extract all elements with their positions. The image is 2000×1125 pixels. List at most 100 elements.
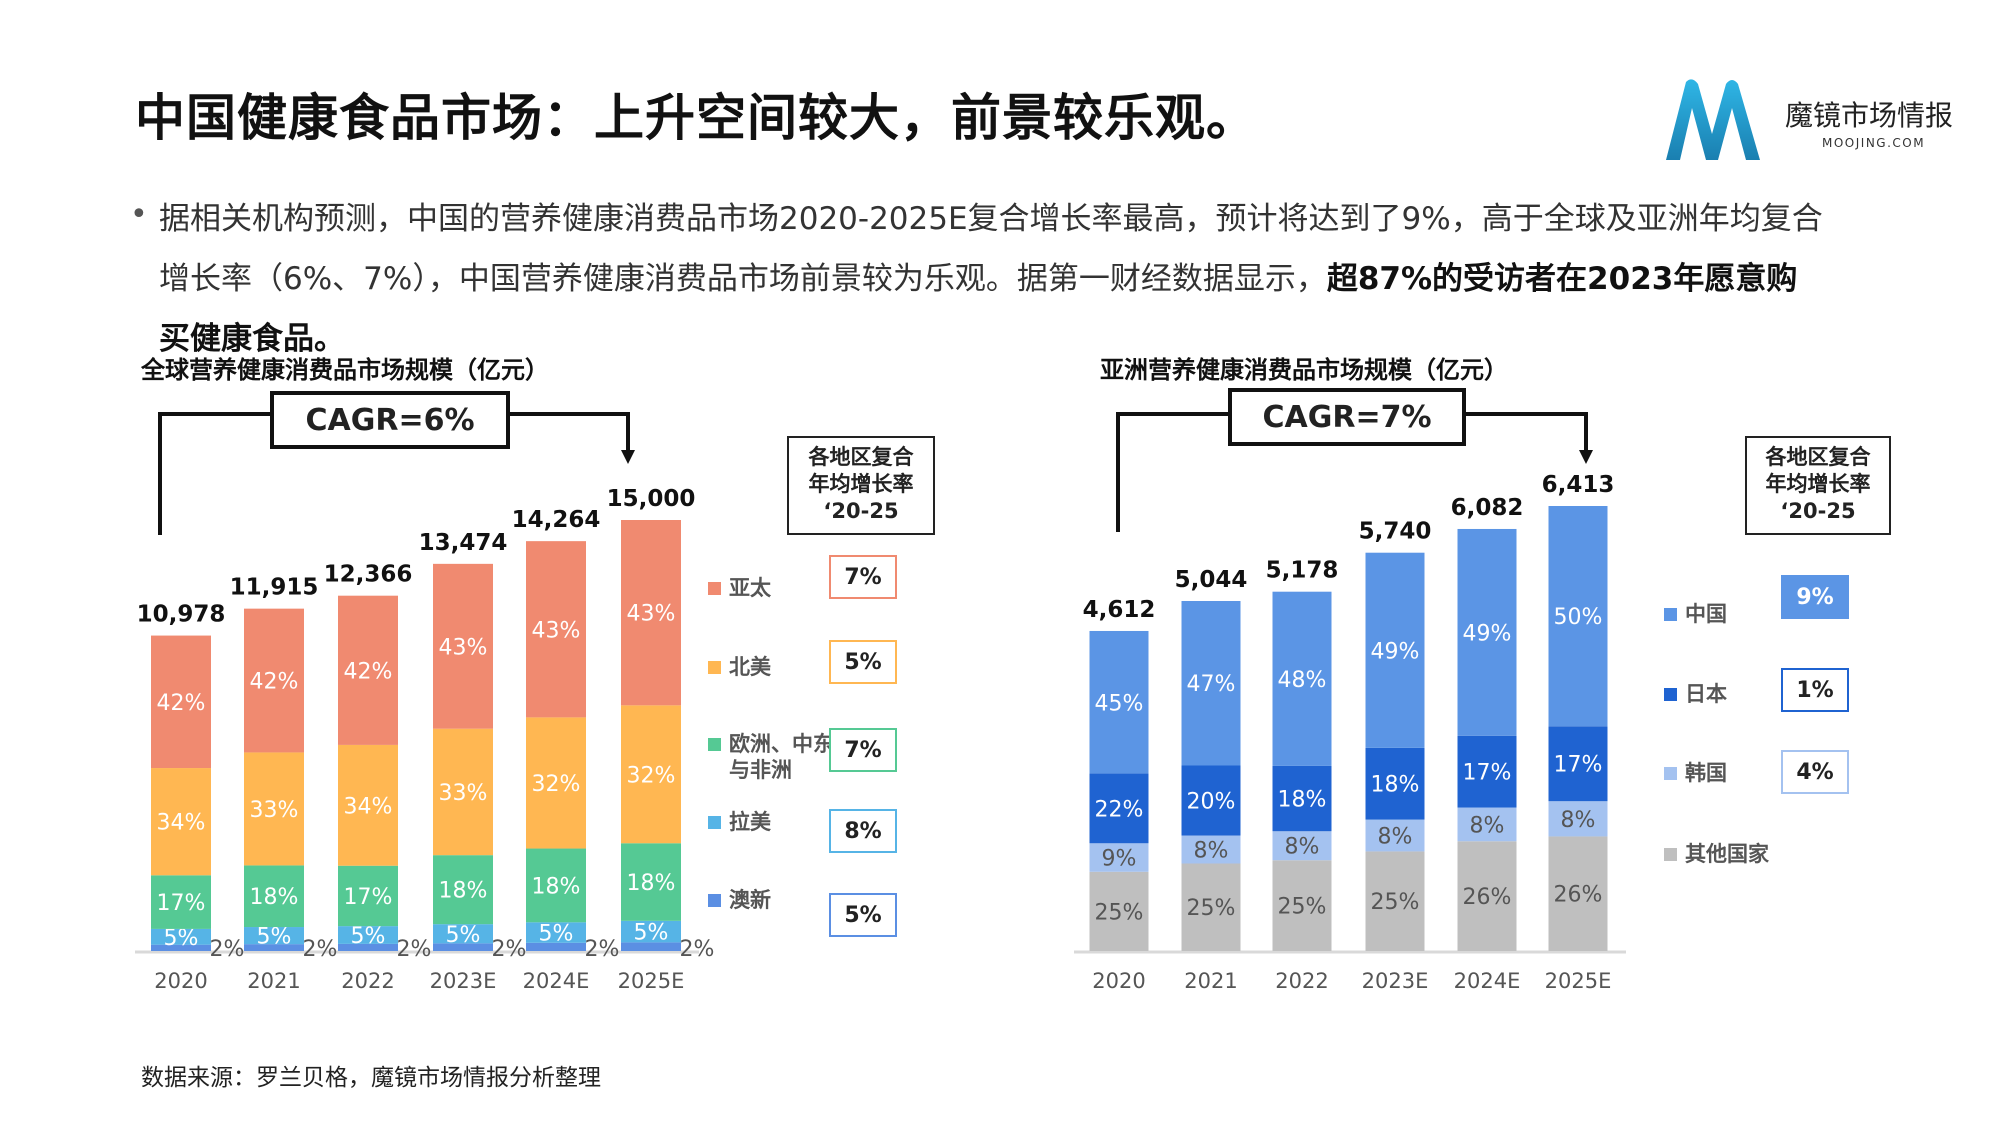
asia-bar-segment (1365, 851, 1425, 951)
global-total-label: 13,474 (419, 530, 508, 556)
global-bar-segment (621, 920, 681, 943)
asia-data-label: 48% (1278, 668, 1327, 693)
asia-bar-segment (1365, 747, 1425, 820)
global-cagr-rate-box: 5% (829, 640, 897, 684)
asia-chart-title: 亚洲营养健康消费品市场规模（亿元） (1100, 356, 1508, 384)
global-x-tick-label: 2025E (618, 969, 685, 993)
global-data-label: 42% (250, 670, 299, 695)
asia-data-label: 26% (1554, 883, 1603, 908)
legend-label: 日本 (1685, 682, 1727, 706)
asia-cagr-arrow-icon (1579, 450, 1593, 464)
global-bar-segment (244, 865, 304, 928)
global-legend-title: 各地区复合 年均增长率 ‘20-25 (787, 436, 935, 535)
asia-bar-segment (1089, 630, 1149, 774)
legend-swatch-icon (1664, 608, 1677, 621)
global-bar-segment (621, 942, 681, 951)
global-bar-segment (151, 928, 211, 945)
global-data-label: 2% (397, 937, 432, 962)
legend-swatch-icon (708, 661, 721, 674)
global-cagr-bracket-right (510, 412, 630, 452)
asia-cagr-rate-box: 1% (1781, 668, 1849, 712)
asia-bar-segment (1272, 860, 1332, 951)
global-cagr-rate-box: 5% (829, 893, 897, 937)
asia-legend-item: 其他国家 (1664, 841, 1769, 867)
global-bar-segment (621, 843, 681, 921)
bullet-line-2-bold: 超87%的受访者在2023年愿意购 (1326, 261, 1798, 297)
moojing-logo-icon (1666, 79, 1760, 160)
asia-x-tick-label: 2021 (1184, 969, 1237, 993)
global-data-label: 18% (439, 879, 488, 904)
global-data-label: 43% (439, 635, 488, 660)
global-data-label: 5% (446, 923, 481, 948)
global-cagr-bracket-left (158, 412, 270, 535)
asia-bar-segment (1365, 819, 1425, 852)
asia-cagr-rate-box: 9% (1781, 575, 1849, 619)
global-bar-segment (526, 717, 586, 849)
global-data-label: 42% (157, 691, 206, 716)
global-data-label: 42% (344, 659, 393, 684)
global-bar-segment (433, 855, 493, 925)
global-bar-segment (526, 541, 586, 718)
global-legend-item: 欧洲、中东与非洲 (708, 731, 839, 783)
global-cagr-rate-box: 8% (829, 809, 897, 853)
asia-data-label: 25% (1187, 896, 1236, 921)
global-bar-segment (151, 875, 211, 929)
legend-label: 其他国家 (1685, 842, 1769, 866)
asia-bar-segment (1457, 528, 1517, 736)
global-bar-segment (244, 927, 304, 945)
asia-total-label: 5,044 (1175, 567, 1248, 593)
asia-legend-item: 中国 (1664, 601, 1727, 627)
asia-total-label: 6,082 (1451, 495, 1524, 521)
global-data-label: 33% (250, 798, 299, 823)
asia-bar-segment (1548, 836, 1608, 951)
global-cagr-arrow-icon (621, 450, 635, 464)
global-bar-segment (338, 595, 398, 745)
legend-label: 欧洲、中东与非洲 (729, 732, 834, 782)
global-bar-segment (433, 728, 493, 856)
asia-cagr-bracket-right (1466, 412, 1588, 452)
asia-total-label: 6,413 (1542, 472, 1615, 498)
global-bar-segment (338, 865, 398, 927)
asia-data-label: 17% (1463, 761, 1512, 786)
asia-legend-title: 各地区复合 年均增长率 ‘20-25 (1745, 436, 1891, 535)
global-data-label: 2% (303, 937, 338, 962)
legend-label: 澳新 (729, 888, 771, 912)
global-bar-segment (151, 635, 211, 769)
global-total-label: 12,366 (324, 562, 413, 588)
asia-cagr-bracket-left (1116, 412, 1228, 532)
global-x-tick-label: 2023E (430, 969, 497, 993)
global-bar-segment (244, 752, 304, 866)
asia-bar-segment (1548, 506, 1608, 727)
asia-data-label: 22% (1095, 797, 1144, 822)
legend-label: 韩国 (1685, 761, 1727, 785)
asia-data-label: 9% (1102, 847, 1137, 872)
asia-total-label: 4,612 (1083, 597, 1156, 623)
asia-bar-segment (1457, 735, 1517, 808)
global-bar-segment (338, 744, 398, 866)
global-total-label: 15,000 (607, 486, 696, 512)
asia-data-label: 18% (1371, 773, 1420, 798)
asia-bar-segment (1181, 600, 1241, 766)
global-data-label: 5% (351, 924, 386, 949)
asia-bar-segment (1089, 843, 1149, 872)
logo-name: 魔镜市场情报 (1785, 99, 1954, 132)
asia-bar-segment (1272, 591, 1332, 766)
global-data-label: 34% (344, 794, 393, 819)
bullet-icon: • (130, 197, 148, 232)
asia-data-label: 20% (1187, 789, 1236, 814)
asia-data-label: 25% (1371, 890, 1420, 915)
bullet-line-3: 买健康食品。 (159, 321, 345, 357)
asia-data-label: 8% (1561, 808, 1596, 833)
global-cagr-rate-box: 7% (829, 728, 897, 772)
asia-data-label: 8% (1194, 838, 1229, 863)
legend-label: 北美 (729, 655, 771, 679)
global-data-label: 2% (492, 937, 527, 962)
global-x-tick-label: 2024E (523, 969, 590, 993)
global-bar-segment (526, 922, 586, 943)
global-data-label: 17% (157, 891, 206, 916)
page-title: 中国健康食品市场：上升空间较大，前景较乐观。 (135, 89, 1257, 147)
asia-total-label: 5,740 (1359, 519, 1432, 545)
legend-swatch-icon (708, 582, 721, 595)
legend-swatch-icon (1664, 848, 1677, 861)
